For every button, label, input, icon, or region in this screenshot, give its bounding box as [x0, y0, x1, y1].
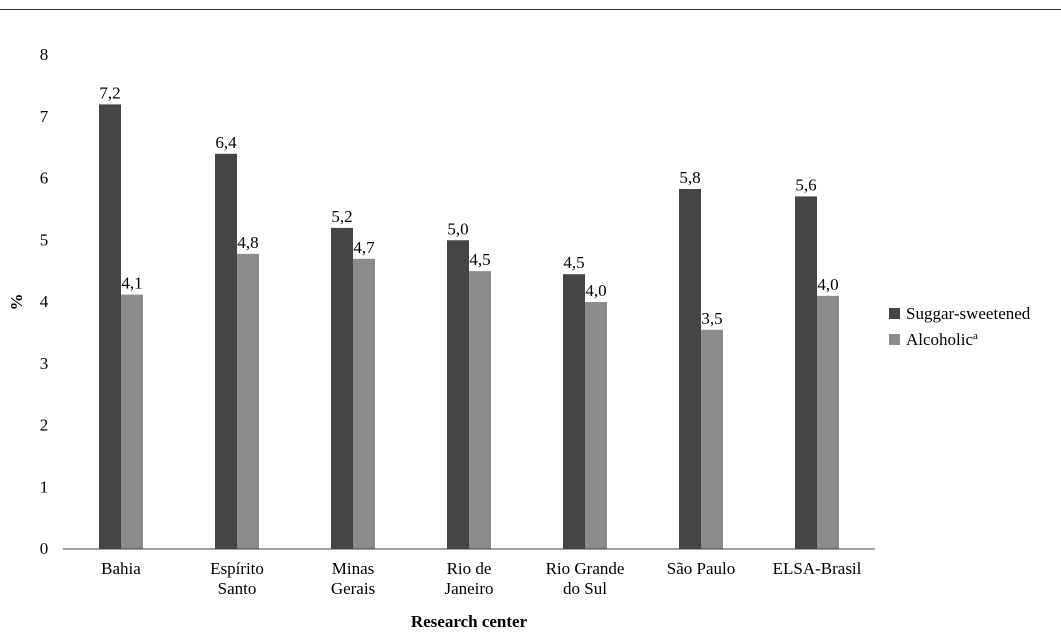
x-tick-label: São Paulo [667, 559, 735, 578]
x-tick-label: ELSA-Brasil [773, 559, 862, 578]
y-tick-label: 2 [40, 416, 49, 435]
data-label: 6,4 [215, 133, 237, 152]
bar [121, 294, 143, 549]
bars: 7,24,16,44,85,24,75,04,5 4,54,05,83,55,64… [99, 83, 839, 550]
bar [563, 274, 585, 549]
data-label: 4,5 [563, 253, 584, 272]
x-axis-title: Research center [411, 612, 528, 631]
legend-swatch [889, 308, 900, 319]
y-tick-label: 4 [40, 292, 49, 311]
data-label: 4,0 [585, 281, 606, 300]
bar [817, 295, 839, 549]
x-axis: Bahia Espírito Santo Minas Gerais Rio de Janei… [63, 548, 875, 598]
top-rule [0, 9, 1061, 10]
data-label: 5,0 [447, 219, 468, 238]
bar [469, 271, 491, 549]
bar [353, 258, 375, 549]
x-tick-label: Rio Grande do Sul [546, 559, 625, 598]
y-tick-label: 7 [40, 107, 49, 126]
y-tick-label: 6 [40, 169, 49, 188]
legend-label: Alcoholica [906, 330, 978, 349]
bar [237, 253, 259, 549]
data-label: 7,2 [99, 83, 120, 102]
bar [99, 104, 121, 550]
legend: Suggar-sweetened Alcoholica [889, 304, 1031, 349]
bar [585, 302, 607, 549]
data-label: 4,0 [817, 275, 838, 294]
y-tick-label: 8 [40, 45, 49, 64]
y-tick-label: 0 [40, 539, 49, 558]
data-label: 3,5 [701, 309, 722, 328]
data-label: 4,8 [237, 233, 258, 252]
x-tick-label: Rio de Janeiro [444, 559, 493, 598]
data-label: 4,7 [353, 238, 375, 257]
bar [679, 188, 701, 549]
x-tick-label: Minas Gerais [331, 559, 375, 598]
bar [215, 153, 237, 550]
data-label: 4,1 [121, 274, 142, 293]
legend-swatch [889, 334, 900, 345]
data-label: 5,2 [331, 207, 352, 226]
x-tick-label: Espírito Santo [210, 559, 264, 598]
bar [795, 196, 817, 549]
bar [447, 240, 469, 549]
data-label: 5,8 [679, 168, 700, 187]
y-tick-label: 5 [40, 230, 49, 249]
y-axis: 0 1 2 3 4 5 6 7 8 [40, 45, 49, 558]
data-label: 4,5 [469, 250, 490, 269]
y-tick-label: 3 [40, 354, 49, 373]
x-tick-label: Bahia [101, 559, 141, 578]
y-tick-label: 1 [40, 477, 49, 496]
y-axis-title: % [7, 294, 26, 311]
bar [701, 329, 723, 549]
bar [331, 227, 353, 549]
legend-label: Suggar-sweetened [906, 304, 1031, 323]
data-label: 5,6 [795, 175, 816, 194]
